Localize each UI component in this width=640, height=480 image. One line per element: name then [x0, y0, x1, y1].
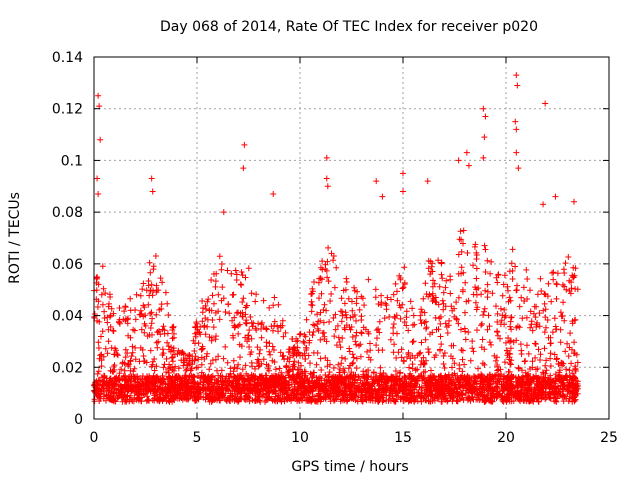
scatter-point-peak	[240, 165, 247, 172]
scatter-point-peak	[424, 178, 431, 185]
scatter-point-peak	[540, 201, 547, 208]
plot-area-frame	[93, 56, 610, 420]
scatter-point-peak	[552, 193, 559, 200]
axis-ticks	[93, 56, 610, 420]
scatter-point-peak	[97, 136, 104, 143]
scatter-point-peak	[570, 198, 577, 205]
x-tick-labels: 0 5 10 15 20 25	[90, 430, 618, 446]
x-tick-label: 25	[600, 430, 618, 446]
scatter-point-peak	[455, 157, 462, 164]
scatter-point-peak	[323, 175, 330, 182]
scatter-point-peak	[400, 188, 406, 195]
scatter-point-peak	[270, 191, 277, 198]
y-tick-label: 0.14	[52, 50, 83, 66]
scatter-point-peak	[324, 183, 331, 190]
scatter-point-peak	[463, 149, 470, 156]
scatter-point-peak	[481, 134, 488, 141]
x-tick-label: 10	[291, 430, 309, 446]
y-tick-label: 0.06	[52, 257, 83, 273]
scatter-point-peak	[513, 126, 520, 133]
y-tick-labels: 0 0.02 0.04 0.06 0.08 0.1 0.12 0.14	[52, 50, 83, 428]
x-tick-label: 20	[497, 430, 515, 446]
x-tick-label: 15	[394, 430, 412, 446]
scatter-point-peak	[148, 175, 155, 182]
y-tick-label: 0.1	[61, 153, 83, 169]
scatter-point-peak	[323, 154, 330, 161]
scatter-point-peak	[513, 72, 520, 79]
y-tick-label: 0.12	[52, 102, 83, 118]
y-tick-label: 0	[74, 412, 83, 428]
scatter-point-peak	[95, 191, 102, 198]
scatter-point-peak	[480, 105, 487, 112]
scatter-point-peak	[515, 165, 522, 172]
scatter-point-peak	[400, 170, 406, 177]
scatter-point-peak	[241, 141, 248, 148]
scatter-point-cloud	[91, 227, 582, 405]
scatter-point-peak	[513, 149, 520, 156]
scatter-point-peak	[379, 193, 386, 200]
x-tick-label: 0	[90, 430, 99, 446]
y-tick-label: 0.02	[52, 360, 83, 376]
grid-lines	[94, 57, 609, 419]
scatter-point-peak	[482, 113, 489, 120]
scatter-point-peak	[480, 154, 487, 161]
scatter-point-peak	[95, 92, 102, 99]
scatter-point-peak	[94, 175, 101, 182]
x-axis-label: GPS time / hours	[291, 459, 408, 475]
scatter-point-peak	[373, 178, 380, 185]
x-tick-label: 5	[193, 430, 202, 446]
scatter-point-peak	[512, 118, 519, 125]
scatter-point-peak	[96, 103, 103, 110]
scatter-point-peak	[542, 100, 549, 107]
y-axis-label: ROTI / TECUs	[7, 192, 23, 284]
scatter-point-peak	[514, 82, 521, 89]
chart-title: Day 068 of 2014, Rate Of TEC Index for r…	[160, 19, 538, 35]
data-points	[91, 72, 582, 405]
scatter-point-peak	[149, 188, 156, 195]
scatter-point-peak	[220, 209, 227, 216]
scatter-point-peak	[465, 162, 472, 169]
y-tick-label: 0.08	[52, 205, 83, 221]
y-tick-label: 0.04	[52, 309, 83, 325]
